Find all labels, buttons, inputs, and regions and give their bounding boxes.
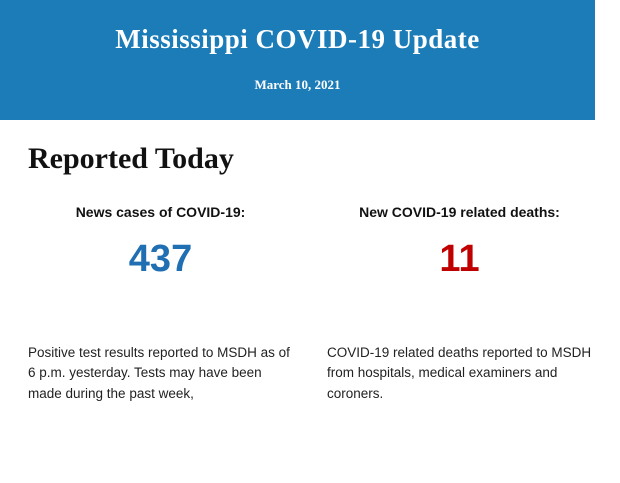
stat-deaths: New COVID-19 related deaths: 11 COVID-19… bbox=[327, 204, 592, 404]
header-date: March 10, 2021 bbox=[254, 77, 341, 92]
section-heading: Reported Today bbox=[28, 142, 234, 175]
header-banner: Mississippi COVID-19 Update March 10, 20… bbox=[0, 0, 595, 120]
deaths-value: 11 bbox=[439, 238, 480, 280]
stats-row: News cases of COVID-19: 437 Positive tes… bbox=[0, 204, 620, 404]
deaths-label: New COVID-19 related deaths: bbox=[359, 204, 560, 220]
cases-label: News cases of COVID-19: bbox=[75, 204, 246, 220]
cases-description: Positive test results reported to MSDH a… bbox=[28, 345, 290, 401]
page-title: Mississippi COVID-19 Update bbox=[115, 24, 480, 54]
deaths-description: COVID-19 related deaths reported to MSDH… bbox=[327, 345, 592, 401]
stat-cases: News cases of COVID-19: 437 Positive tes… bbox=[28, 204, 293, 404]
main-content: Reported Today News cases of COVID-19: 4… bbox=[0, 120, 620, 404]
cases-value: 437 bbox=[128, 238, 193, 280]
